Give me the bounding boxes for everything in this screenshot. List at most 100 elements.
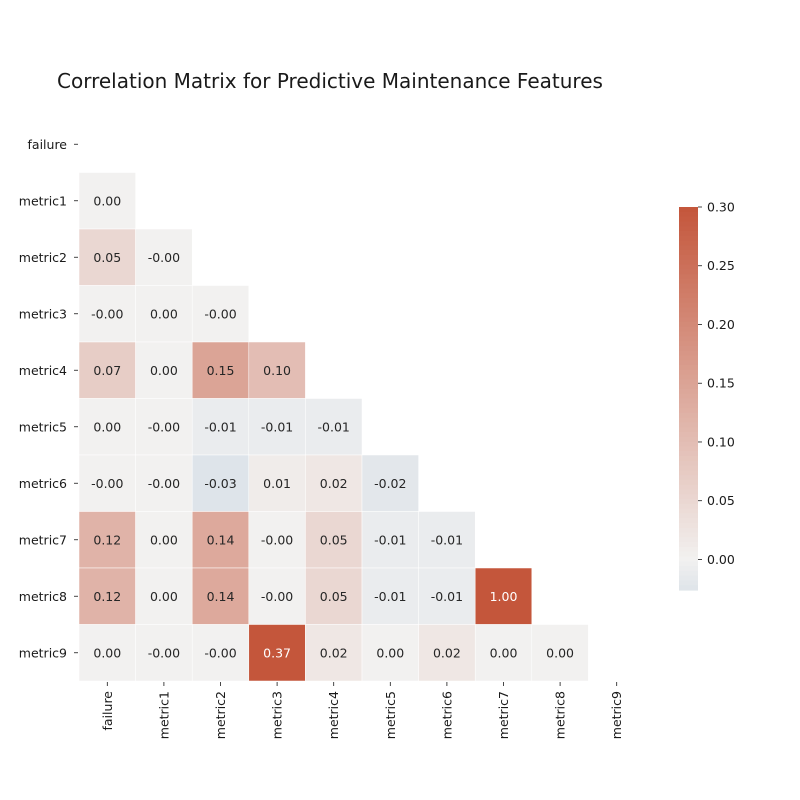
cell-value-label: 0.00: [150, 306, 178, 321]
heatmap-cell: [78, 511, 136, 569]
colorbar-segment: [679, 566, 698, 572]
cell-value-label: -0.00: [261, 589, 293, 604]
colorbar-tick-label: 0.30: [707, 200, 735, 215]
colorbar-segment: [679, 412, 698, 419]
heatmap-cell: [531, 624, 589, 682]
heatmap-cell: [135, 341, 193, 399]
heatmap-cell: [305, 624, 363, 682]
heatmap-cell: [248, 511, 306, 569]
colorbar-segment: [679, 561, 698, 567]
colorbar-segment: [679, 470, 698, 476]
colorbar-segment: [679, 388, 698, 395]
colorbar-segment: [679, 479, 698, 486]
colorbar-segment: [679, 532, 698, 538]
row-tick-label: metric2: [19, 250, 67, 265]
heatmap-cell: [135, 511, 193, 569]
cell-value-label: 0.05: [93, 250, 121, 265]
heatmap-cell: [78, 285, 136, 343]
colorbar-segment: [679, 408, 698, 414]
colorbar-segment: [679, 393, 698, 400]
cell-value-label: -0.01: [431, 532, 463, 547]
colorbar-segment: [679, 312, 698, 318]
colorbar-segment: [679, 345, 698, 352]
cell-value-label: 0.07: [93, 363, 121, 378]
colorbar-segment: [679, 508, 698, 514]
colorbar-segment: [679, 465, 698, 471]
colorbar-segment: [679, 288, 698, 294]
cell-value-label: -0.00: [148, 645, 180, 660]
heatmap-cell: [474, 567, 533, 625]
heatmap-cell: [135, 285, 193, 343]
colorbar-tick-label: 0.20: [707, 317, 735, 332]
row-tick-label: metric4: [19, 363, 67, 378]
cell-value-label: -0.02: [374, 476, 406, 491]
heatmap-cell: [135, 398, 193, 456]
heatmap-cell: [78, 454, 136, 512]
cell-value-label: 0.05: [320, 532, 348, 547]
colorbar-segment: [679, 321, 698, 328]
colorbar-segment: [679, 384, 698, 390]
cell-value-label: -0.01: [374, 589, 406, 604]
row-tick-label: metric8: [19, 589, 67, 604]
colorbar-segment: [679, 336, 698, 342]
colorbar-segment: [679, 297, 698, 304]
heatmap-cell: [191, 398, 250, 456]
colorbar-segment: [679, 441, 698, 447]
colorbar-segment: [679, 556, 698, 562]
heatmap-cell: [361, 511, 419, 569]
heatmap-cell: [78, 228, 136, 286]
colorbar-segment: [679, 364, 698, 371]
colorbar-segment: [679, 436, 698, 443]
cell-value-label: 0.12: [93, 589, 121, 604]
colorbar-segment: [679, 585, 698, 591]
heatmap-cell: [305, 398, 363, 456]
colorbar-segment: [679, 374, 698, 380]
colorbar-segment: [679, 211, 698, 218]
cell-value-label: -0.00: [148, 476, 180, 491]
cell-value-label: 0.00: [546, 645, 574, 660]
heatmap-cell: [248, 341, 306, 399]
colorbar-segment: [679, 254, 698, 261]
colorbar-segment: [679, 317, 698, 323]
colorbar-segment: [679, 537, 698, 543]
cell-value-label: 0.00: [93, 193, 121, 208]
heatmap-cell: [191, 567, 250, 625]
colorbar-segment: [679, 403, 698, 409]
colorbar-segment: [679, 250, 698, 256]
cell-value-label: 0.00: [150, 589, 178, 604]
colorbar-tick-label: 0.05: [707, 493, 735, 508]
heatmap-cell: [361, 454, 419, 512]
colorbar-tick-label: 0.15: [707, 376, 735, 391]
row-tick-label: failure: [28, 137, 68, 152]
colorbar-segment: [679, 451, 698, 457]
colorbar-segment: [679, 264, 698, 270]
row-tick-labels: failure metric1 metric2 metric3 metric4 metri…: [19, 137, 78, 660]
heatmap-cell: [135, 454, 193, 512]
column-tick-label: metric1: [156, 691, 171, 739]
cell-value-label: -0.00: [261, 532, 293, 547]
colorbar-segment: [679, 546, 698, 553]
colorbar-segment: [679, 446, 698, 452]
column-tick-label: metric5: [383, 691, 398, 739]
colorbar-segment: [679, 513, 698, 519]
heatmap-cell: [191, 624, 250, 682]
colorbar-segment: [679, 207, 698, 213]
colorbar-segment: [679, 522, 698, 529]
colorbar-segment: [679, 350, 698, 357]
colorbar-segment: [679, 499, 698, 505]
colorbar-tick-label: 0.00: [707, 552, 735, 567]
cell-value-label: -0.00: [204, 645, 236, 660]
heatmap-cell: [191, 454, 250, 512]
colorbar-segment: [679, 278, 698, 285]
chart-title: Correlation Matrix for Predictive Mainte…: [57, 69, 603, 93]
heatmap-cell: [418, 624, 476, 682]
cell-value-label: 0.00: [93, 645, 121, 660]
cell-value-label: 0.02: [433, 645, 461, 660]
colorbar-tick-label: 0.10: [707, 434, 735, 449]
colorbar-segment: [679, 360, 698, 366]
cell-value-label: 0.14: [207, 532, 235, 547]
heatmap-cell: [135, 228, 193, 286]
cell-value-label: 0.14: [207, 589, 235, 604]
cell-value-label: 1.00: [490, 589, 518, 604]
row-tick-label: metric7: [19, 532, 67, 547]
